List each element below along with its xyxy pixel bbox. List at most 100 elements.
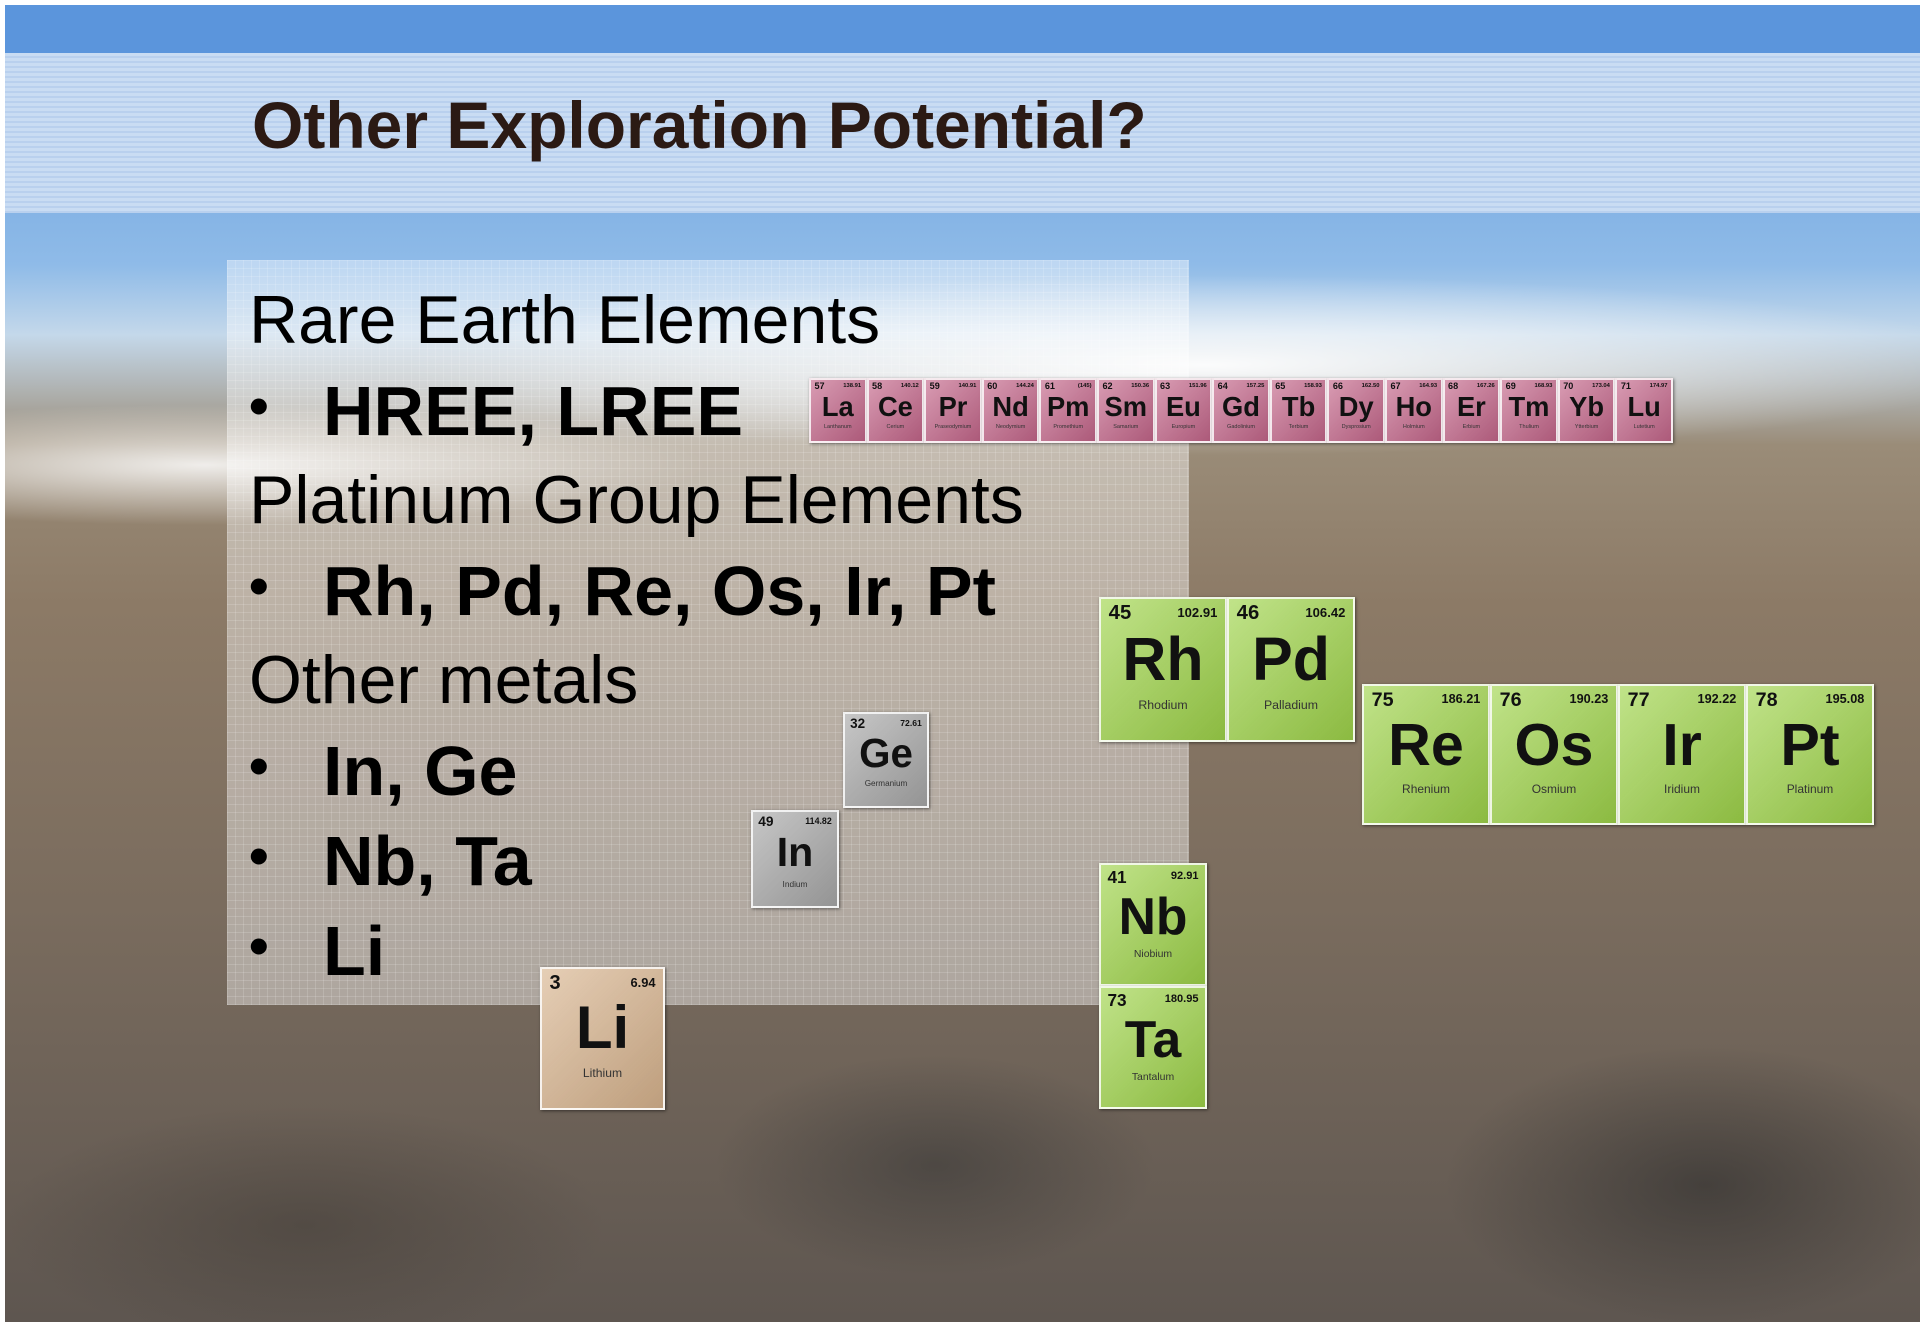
atomic-number: 77 (1628, 689, 1650, 712)
atomic-mass: 144.24 (1016, 383, 1034, 389)
atomic-number: 46 (1237, 602, 1260, 625)
element-tile: 46 106.42 Pd Palladium (1227, 597, 1355, 742)
element-symbol: Pd (1229, 624, 1353, 694)
element-name: Platinum (1748, 782, 1872, 796)
element-name: Terbium (1272, 424, 1326, 430)
atomic-number: 75 (1372, 689, 1394, 712)
element-name: Tantalum (1101, 1072, 1205, 1083)
atomic-number: 60 (987, 381, 997, 391)
element-symbol: Pr (926, 391, 980, 423)
bullet: • (249, 823, 269, 888)
top-bar (5, 5, 1920, 53)
atomic-number: 62 (1102, 381, 1112, 391)
atomic-number: 67 (1390, 381, 1400, 391)
atomic-number: 49 (758, 814, 773, 829)
atomic-number: 57 (814, 381, 824, 391)
element-symbol: Lu (1617, 391, 1671, 423)
atomic-mass: 180.95 (1165, 993, 1199, 1005)
bullet: • (249, 553, 269, 618)
atomic-number: 3 (550, 972, 561, 995)
element-tile: 71174.97LuLutetium (1615, 378, 1673, 443)
element-name: Rhenium (1364, 782, 1488, 796)
atomic-mass: 150.36 (1131, 383, 1149, 389)
element-tile: 59140.91PrPraseodymium (924, 378, 982, 443)
atomic-number: 76 (1500, 689, 1522, 712)
element-name: Indium (753, 879, 837, 889)
element-symbol: Pt (1748, 710, 1872, 779)
atomic-number: 78 (1756, 689, 1778, 712)
element-symbol: Ge (845, 730, 927, 777)
element-name: Thulium (1502, 424, 1556, 430)
element-tile: 68167.26ErErbium (1443, 378, 1501, 443)
atomic-mass: 174.97 (1650, 383, 1668, 389)
element-tile: 78 195.08 Pt Platinum (1746, 684, 1874, 825)
bullet-item: Li (323, 911, 385, 991)
element-name: Samarium (1099, 424, 1153, 430)
element-symbol: Ce (869, 391, 923, 423)
slide: Other Exploration Potential? Rare Earth … (5, 5, 1920, 1322)
element-symbol: Re (1364, 710, 1488, 779)
atomic-mass: (145) (1078, 383, 1092, 389)
atomic-mass: 92.91 (1171, 870, 1199, 882)
element-name: Praseodymium (926, 424, 980, 430)
element-name: Lanthanum (811, 424, 865, 430)
element-symbol: Li (542, 993, 663, 1062)
atomic-mass: 140.12 (901, 383, 919, 389)
atomic-mass: 6.94 (630, 975, 655, 990)
atomic-number: 66 (1333, 381, 1343, 391)
element-name: Holmium (1387, 424, 1441, 430)
bullet: • (249, 913, 269, 978)
element-symbol: In (753, 829, 837, 876)
element-symbol: La (811, 391, 865, 423)
bullet: • (249, 733, 269, 798)
element-name: Rhodium (1101, 698, 1225, 712)
atomic-number: 45 (1109, 602, 1132, 625)
element-name: Cerium (869, 424, 923, 430)
atomic-mass: 138.91 (843, 383, 861, 389)
bullet-item: HREE, LREE (323, 371, 743, 451)
heading-item: Platinum Group Elements (249, 461, 1024, 539)
atomic-number: 70 (1563, 381, 1573, 391)
atomic-mass: 106.42 (1305, 605, 1345, 620)
element-symbol: Er (1445, 391, 1499, 423)
atomic-mass: 140.91 (958, 383, 976, 389)
element-symbol: Dy (1329, 391, 1383, 423)
atomic-number: 64 (1218, 381, 1228, 391)
element-name: Palladium (1229, 698, 1353, 712)
element-symbol: Yb (1560, 391, 1614, 423)
element-name: Lithium (542, 1066, 663, 1080)
bullet-item: Rh, Pd, Re, Os, Ir, Pt (323, 551, 996, 631)
atomic-number: 32 (850, 716, 865, 731)
element-symbol: Tb (1272, 391, 1326, 423)
atomic-number: 58 (872, 381, 882, 391)
heading-item: Rare Earth Elements (249, 281, 880, 359)
atomic-mass: 102.91 (1177, 605, 1217, 620)
element-symbol: Os (1492, 710, 1616, 779)
element-symbol: Ta (1101, 1009, 1205, 1069)
element-name: Iridium (1620, 782, 1744, 796)
element-symbol: Ir (1620, 710, 1744, 779)
atomic-mass: 72.61 (900, 718, 922, 728)
atomic-number: 65 (1275, 381, 1285, 391)
atomic-mass: 192.22 (1698, 692, 1737, 706)
bullet-item: In, Ge (323, 731, 517, 811)
atomic-mass: 162.50 (1362, 383, 1380, 389)
element-name: Germanium (845, 779, 927, 788)
bullet: • (249, 373, 269, 438)
atomic-mass: 195.08 (1826, 692, 1865, 706)
element-tile: 69168.93TmThulium (1500, 378, 1558, 443)
slide-title: Other Exploration Potential? (252, 87, 1147, 163)
atomic-number: 63 (1160, 381, 1170, 391)
